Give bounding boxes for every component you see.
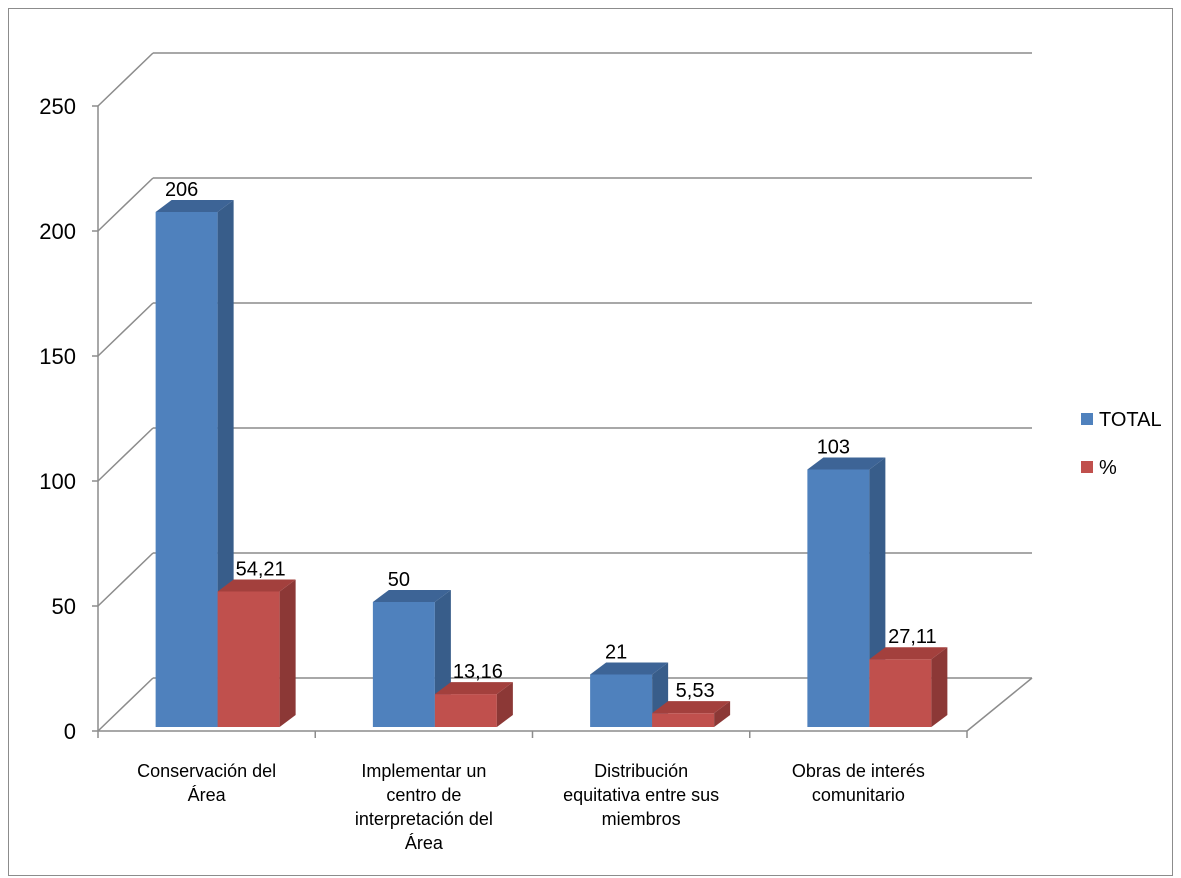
- data-label: 103: [817, 437, 850, 459]
- data-label: 21: [605, 642, 627, 664]
- bar-percent-side: [279, 579, 296, 727]
- legend-swatch: [1081, 461, 1093, 473]
- floor-edge: [966, 677, 1033, 732]
- bar-total-top: [155, 200, 234, 212]
- bar-total-front: [155, 212, 218, 727]
- bar-percent-side: [714, 701, 731, 727]
- gridline-depth: [97, 677, 154, 732]
- data-label: 50: [388, 569, 410, 591]
- x-category-label: Conservación del: [137, 761, 276, 781]
- legend-swatch: [1081, 413, 1093, 425]
- x-category-label: Área: [405, 833, 444, 853]
- bar-percent-top: [869, 647, 948, 660]
- gridline-depth: [97, 52, 154, 107]
- data-label: 206: [165, 179, 198, 201]
- y-tick-label: 0: [64, 719, 76, 744]
- bar-percent-front: [652, 713, 715, 727]
- legend-label: %: [1099, 457, 1117, 479]
- bar-percent-top: [434, 682, 513, 695]
- data-label: 27,11: [888, 626, 937, 648]
- bar-total-front: [807, 469, 870, 727]
- x-category-label: Distribución: [594, 761, 688, 781]
- y-tick-label: 50: [52, 594, 76, 619]
- bar-percent-front: [434, 694, 497, 727]
- bar-chart: 0 50 100 150 200 250 206 50 21 103 54,21 13,16 5,53 2…: [39, 52, 1162, 853]
- y-tick-label: 200: [39, 219, 76, 244]
- x-category-label: miembros: [602, 809, 681, 829]
- legend-label: TOTAL: [1099, 409, 1162, 431]
- x-category-label: equitativa entre sus: [563, 785, 719, 805]
- bar-total-front: [372, 602, 435, 727]
- y-tick-label: 150: [39, 344, 76, 369]
- x-category-label: comunitario: [812, 785, 905, 805]
- bar-total-top: [807, 457, 886, 470]
- x-category-label: Obras de interés: [792, 761, 925, 781]
- y-tick-label: 100: [39, 469, 76, 494]
- bar-total-top: [590, 662, 669, 675]
- data-label: 13,16: [453, 661, 503, 683]
- bar-total-top: [372, 590, 451, 602]
- bar-percent-top: [217, 579, 296, 592]
- gridline-depth: [97, 552, 154, 607]
- x-category-label: centro de: [386, 785, 461, 805]
- x-category-label: Implementar un: [361, 761, 486, 781]
- data-label: 54,21: [236, 558, 286, 580]
- x-category-label: interpretación del: [355, 809, 493, 829]
- bar-total-front: [590, 674, 653, 727]
- bar-percent-top: [652, 701, 731, 714]
- bar-percent-front: [217, 591, 280, 727]
- gridline-depth: [97, 302, 154, 357]
- bar-percent-side: [496, 682, 513, 727]
- data-label: 5,53: [676, 680, 715, 702]
- chart-frame: 0 50 100 150 200 250 206 50 21 103 54,21 13,16 5,53 2…: [8, 8, 1173, 876]
- gridline-depth: [97, 177, 154, 232]
- x-category-label: Área: [188, 785, 227, 805]
- y-tick-label: 250: [39, 94, 76, 119]
- bar-percent-side: [931, 647, 948, 727]
- bar-percent-front: [869, 659, 932, 727]
- gridline-depth: [97, 427, 154, 482]
